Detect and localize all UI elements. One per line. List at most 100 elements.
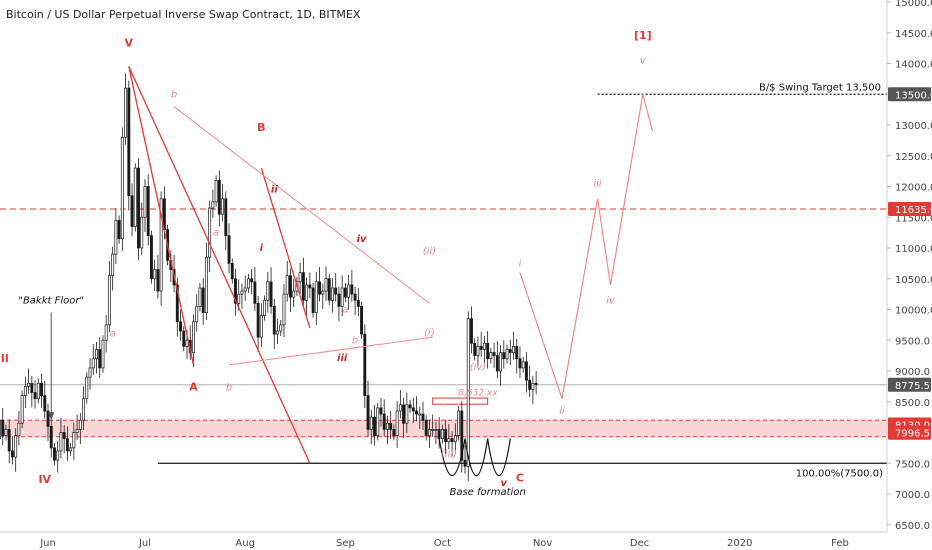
candle	[266, 281, 270, 301]
candle	[117, 219, 121, 240]
candle	[369, 416, 373, 430]
candle	[33, 392, 37, 400]
candle	[140, 216, 144, 249]
candle	[385, 422, 389, 430]
wave-label: a	[342, 305, 348, 316]
candle	[405, 404, 409, 424]
candle	[389, 422, 393, 430]
wave-label: b	[171, 89, 177, 100]
x-tick-label: Sep	[336, 538, 355, 549]
candle	[36, 382, 40, 400]
candle	[518, 358, 522, 369]
wave-label: C	[516, 472, 524, 485]
candle	[363, 333, 367, 396]
candle	[424, 419, 428, 436]
x-tick-label: 2020	[727, 538, 752, 549]
x-tick-label: Feb	[831, 538, 849, 549]
candle	[415, 410, 418, 415]
candle	[137, 167, 140, 249]
candle	[324, 278, 328, 292]
candle	[331, 287, 334, 301]
base-arc	[487, 438, 511, 476]
wave-line	[128, 66, 311, 464]
candle	[298, 272, 302, 283]
candle	[107, 275, 111, 326]
candle	[20, 395, 24, 424]
candle	[46, 410, 50, 427]
candle	[308, 284, 312, 289]
wave-label: ii	[559, 406, 565, 417]
candle	[85, 376, 89, 400]
y-tick-label: 8500.0	[895, 398, 930, 409]
candle	[185, 339, 189, 347]
wave-label: IV	[38, 473, 51, 486]
candle	[292, 290, 296, 298]
y-tick-label: 10000.0	[895, 306, 932, 317]
y-tick-label: 13000.0	[895, 121, 932, 132]
y-tick-label: 15000.0	[895, 0, 932, 9]
candle	[466, 318, 470, 467]
candle	[512, 346, 515, 353]
candle	[133, 167, 137, 227]
candle	[27, 382, 31, 387]
wave-label: b	[226, 383, 232, 394]
candle	[127, 87, 131, 197]
wave-label: i	[519, 258, 522, 269]
candle	[104, 324, 108, 341]
wave-label: A	[189, 381, 198, 394]
candle	[56, 450, 60, 461]
candle	[285, 275, 289, 295]
y-tick-label: 11500.0	[895, 213, 932, 224]
candle	[360, 306, 364, 335]
candle	[82, 398, 86, 421]
candle	[237, 293, 241, 304]
wave-label: (i)	[424, 327, 435, 338]
candle	[272, 306, 276, 335]
candle	[479, 346, 483, 350]
candle	[78, 419, 82, 430]
candle	[531, 382, 535, 390]
candle	[65, 438, 69, 452]
candle	[463, 459, 467, 467]
wave-line	[260, 167, 311, 329]
candle	[217, 180, 221, 215]
swing-target-label: B/$ Swing Target 13,500	[759, 82, 881, 93]
candle	[156, 269, 160, 292]
y-tick-label: 10500.0	[895, 275, 932, 286]
candle	[124, 87, 128, 138]
wave-label: a	[213, 228, 219, 239]
candle	[30, 382, 34, 393]
y-tick-label: 7000.0	[895, 490, 930, 501]
wave-label: (iii)	[441, 449, 457, 460]
candle	[528, 379, 532, 390]
candle	[208, 207, 212, 258]
candle	[453, 435, 457, 443]
candle	[301, 272, 305, 301]
y-tick-label: 7500.0	[895, 459, 930, 470]
candle	[224, 198, 228, 237]
x-tick-label: Jun	[39, 538, 56, 549]
candle	[114, 219, 118, 255]
wave-line	[228, 336, 433, 366]
y-tick-label: 14500.0	[895, 29, 932, 40]
candle	[347, 284, 351, 298]
candle	[505, 349, 509, 360]
wave-label: i	[260, 243, 264, 254]
wave-label: v	[640, 56, 647, 67]
candle	[14, 435, 18, 458]
candle	[495, 355, 499, 372]
candle	[492, 352, 496, 356]
candle	[227, 235, 231, 264]
wave-label: b	[352, 335, 358, 346]
y-tick-label: 11000.0	[895, 244, 932, 255]
candle	[250, 278, 254, 283]
candle	[269, 281, 273, 307]
wave-label: "Bakkt Floor"	[18, 295, 84, 306]
candle	[69, 447, 73, 452]
price-badge-label: 13500.0	[895, 90, 932, 101]
candle	[246, 278, 250, 289]
candle	[524, 361, 528, 381]
candle	[98, 349, 102, 369]
wave-line	[173, 106, 430, 304]
